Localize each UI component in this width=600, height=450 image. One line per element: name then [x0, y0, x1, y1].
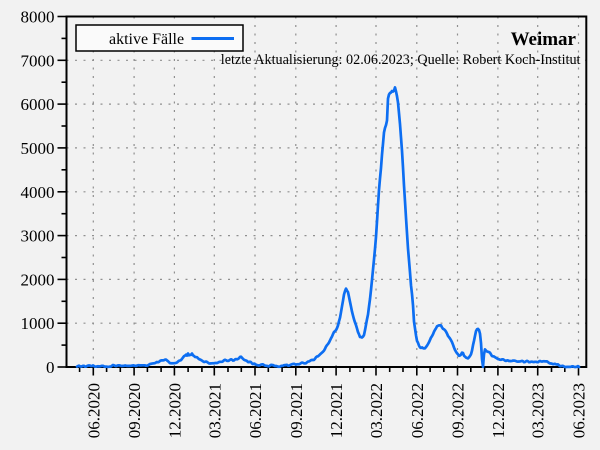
svg-text:4000: 4000 — [21, 183, 55, 202]
svg-text:7000: 7000 — [21, 51, 55, 70]
svg-text:12.2021: 12.2021 — [327, 383, 346, 438]
svg-text:letzte Aktualisierung: 02.06.2: letzte Aktualisierung: 02.06.2023; Quell… — [221, 52, 581, 68]
svg-text:06.2023: 06.2023 — [570, 383, 589, 438]
svg-text:Weimar: Weimar — [511, 29, 577, 50]
svg-text:06.2020: 06.2020 — [84, 383, 103, 438]
svg-text:6000: 6000 — [21, 95, 55, 114]
svg-text:3000: 3000 — [21, 227, 55, 246]
svg-text:09.2022: 09.2022 — [449, 383, 468, 438]
svg-text:03.2021: 03.2021 — [205, 383, 224, 438]
svg-text:0: 0 — [46, 358, 55, 377]
svg-text:03.2023: 03.2023 — [529, 383, 548, 438]
svg-text:2000: 2000 — [21, 270, 55, 289]
svg-text:09.2020: 09.2020 — [125, 383, 144, 438]
svg-text:5000: 5000 — [21, 139, 55, 158]
svg-text:12.2022: 12.2022 — [489, 383, 508, 438]
svg-text:03.2022: 03.2022 — [367, 383, 386, 438]
svg-text:8000: 8000 — [21, 8, 55, 27]
svg-text:aktive Fälle: aktive Fälle — [109, 31, 184, 48]
svg-text:1000: 1000 — [21, 314, 55, 333]
svg-text:09.2021: 09.2021 — [287, 383, 306, 438]
svg-text:06.2021: 06.2021 — [246, 383, 265, 438]
svg-text:06.2022: 06.2022 — [408, 383, 427, 438]
svg-text:12.2020: 12.2020 — [165, 383, 184, 438]
